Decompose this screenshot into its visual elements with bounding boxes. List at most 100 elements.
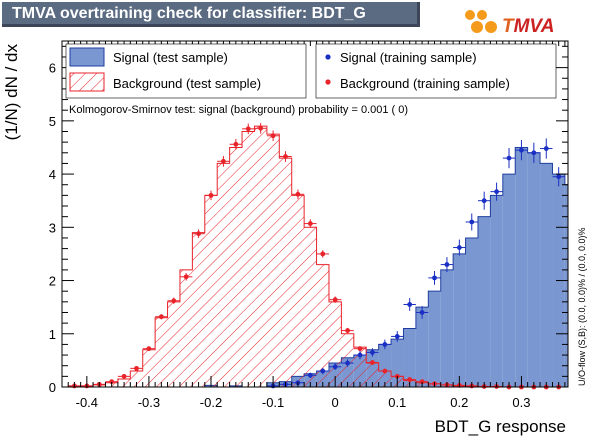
y-tick-label: 4 (49, 167, 56, 182)
signal-training-point (453, 239, 466, 256)
background-test-bar (353, 347, 367, 387)
background-test-bar (192, 232, 205, 387)
signal-training-point (490, 182, 503, 201)
signal-test-bar (502, 174, 516, 387)
background-training-point (142, 346, 156, 352)
background-training-point (130, 365, 143, 371)
background-training-point (254, 122, 267, 134)
ks-test-text: Kolmogorov-Smirnov test: signal (backgro… (69, 104, 408, 116)
signal-training-point (415, 306, 429, 319)
legend-marker-signal-training (325, 54, 331, 60)
background-test-bar (130, 371, 143, 387)
background-training-point (105, 379, 118, 385)
signal-test-bar (540, 163, 553, 387)
background-training-point (316, 250, 329, 258)
background-test-bar (242, 131, 255, 387)
signal-training-point (328, 363, 342, 370)
background-test-bar (304, 227, 317, 387)
x-tick-label: 0.1 (388, 395, 406, 410)
signal-test-bar (391, 339, 404, 387)
background-training-point (229, 138, 243, 150)
background-test-bar (167, 301, 180, 387)
signal-training-point (477, 191, 491, 210)
background-training-point (204, 190, 218, 201)
x-tick-label: -0.2 (200, 395, 222, 410)
background-test-bar (254, 126, 267, 388)
background-test-bar (316, 264, 329, 387)
background-test-bar (155, 317, 168, 387)
x-axis-label: BDT_G response (435, 417, 566, 436)
background-training-point (279, 151, 292, 162)
signal-training-point (540, 138, 553, 159)
signal-training-point (552, 167, 565, 187)
background-test-bar (142, 349, 156, 387)
x-tick-label: 0.2 (450, 395, 468, 410)
background-training-point (366, 360, 379, 365)
signal-test-bar (527, 152, 541, 387)
signal-test-bar (515, 147, 528, 387)
signal-test-bar (490, 195, 503, 387)
signal-test-bar (440, 269, 454, 387)
x-tick-label: 0.3 (512, 395, 530, 410)
background-test-bar (366, 363, 379, 387)
signal-test-bar (477, 216, 491, 387)
chart-title: TMVA overtraining check for classifier: … (12, 5, 366, 22)
y-tick-label: 6 (49, 61, 56, 76)
background-training-point (167, 297, 180, 304)
background-test-bar (179, 269, 193, 387)
background-test-bar (328, 301, 342, 387)
signal-test-bar (453, 253, 466, 387)
background-test-bar (229, 147, 243, 387)
legend-label-signal-training: Signal (training sample) (340, 50, 477, 65)
background-training-point (192, 229, 205, 238)
overflow-text: U/O-flow (S,B): (0.0, 0.0)% / (0.0, 0.0)… (577, 227, 587, 386)
background-training-point (179, 273, 193, 281)
signal-training-point (366, 348, 379, 357)
y-tick-label: 3 (49, 220, 56, 235)
background-training-point (415, 379, 429, 385)
background-training-point (266, 130, 280, 142)
x-tick-label: -0.1 (262, 395, 284, 410)
x-tick-label: -0.3 (138, 395, 160, 410)
legend-training: Signal (training sample) Background (tra… (315, 43, 557, 99)
background-training-point (378, 368, 392, 374)
legend-label-signal-test: Signal (test sample) (113, 50, 228, 65)
signal-training-point (515, 140, 528, 161)
y-tick-label: 5 (49, 114, 56, 129)
logo-text: TMVA (502, 16, 555, 37)
signal-test-bar (415, 307, 429, 387)
background-training-point (291, 189, 305, 200)
signal-training-point (353, 350, 367, 360)
background-test-bar (378, 371, 392, 387)
signal-test-bar (428, 291, 441, 387)
signal-training-point (391, 331, 404, 342)
x-tick-label: -0.4 (76, 395, 98, 410)
background-training-point (217, 155, 230, 167)
background-test-bar (204, 195, 218, 387)
legend-label-background-training: Background (training sample) (340, 76, 510, 91)
signal-training-point (502, 147, 516, 169)
signal-training-point (428, 270, 441, 285)
tmva-logo: TMVA (465, 10, 555, 40)
background-test-bar (291, 195, 305, 387)
signal-test-bar (564, 184, 568, 387)
background-training-point (304, 219, 317, 228)
signal-training-point (527, 142, 541, 163)
background-training-point (403, 377, 416, 382)
signal-training-point (403, 298, 416, 311)
background-training-point (328, 296, 342, 303)
background-training-point (353, 346, 367, 352)
signal-training-point (465, 213, 478, 231)
plot-frame (61, 40, 569, 388)
signal-training-point (304, 372, 317, 378)
background-training-point (117, 373, 131, 379)
background-test-bar (266, 134, 280, 387)
signal-test-bar (465, 237, 478, 387)
legend-marker-background-training (325, 79, 331, 85)
background-training-point (155, 314, 168, 320)
y-tick-label: 2 (49, 274, 56, 289)
background-training-point (341, 327, 354, 334)
y-tick-label: 1 (49, 327, 56, 342)
y-tick-label: 0 (49, 380, 56, 395)
